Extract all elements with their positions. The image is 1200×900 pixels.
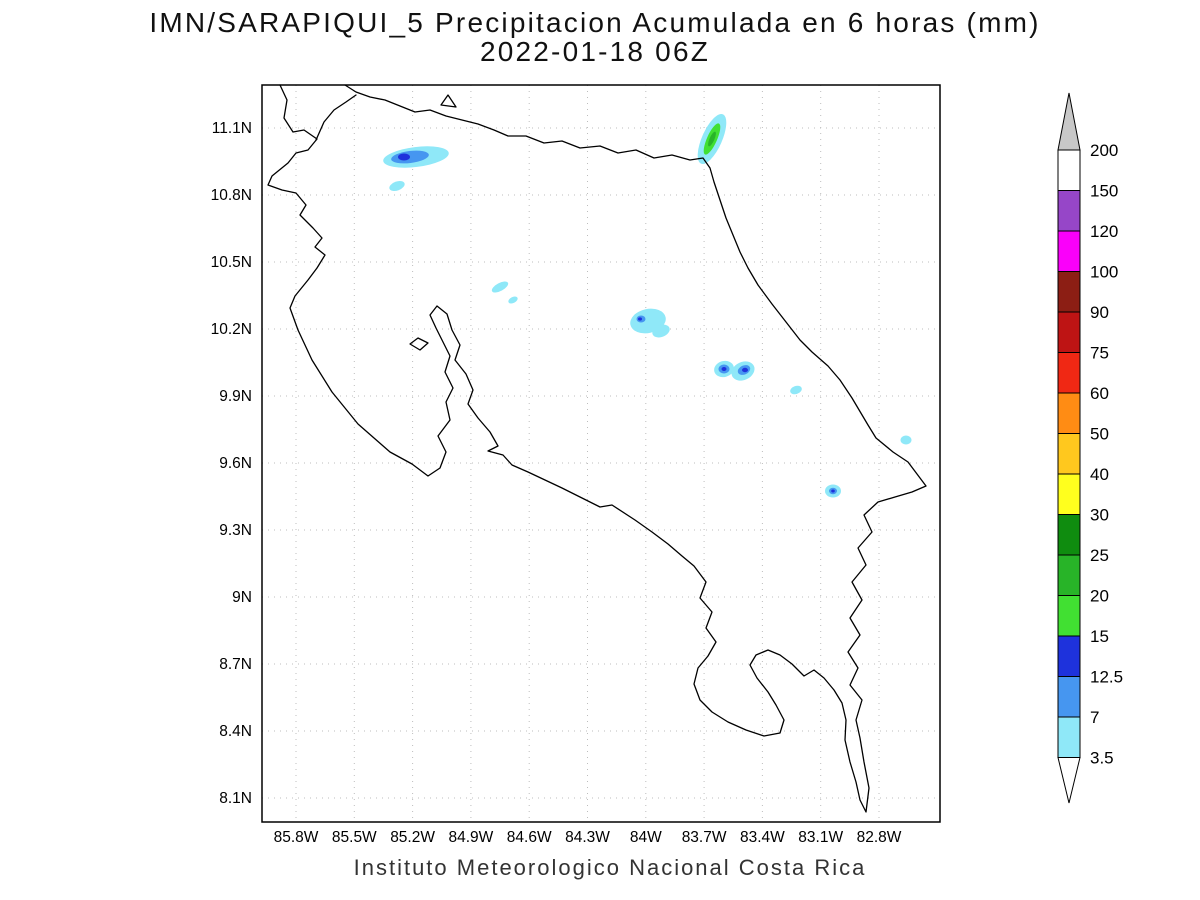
colorbar-label: 90 bbox=[1090, 303, 1109, 322]
nicaragua-border-line bbox=[316, 95, 356, 140]
colorbar-label: 30 bbox=[1090, 506, 1109, 525]
x-tick-label: 83.4W bbox=[740, 829, 785, 846]
coastline-layer bbox=[268, 85, 926, 812]
colorbar-label: 12.5 bbox=[1090, 668, 1123, 687]
precip-cell-coast-dot bbox=[901, 436, 912, 445]
colorbar-label: 60 bbox=[1090, 384, 1109, 403]
x-tick-label: 85.5W bbox=[332, 829, 377, 846]
x-tick-label: 84.3W bbox=[565, 829, 610, 846]
chart-subtitle: 2022-01-18 06Z bbox=[480, 36, 710, 67]
colorbar-segment bbox=[1058, 434, 1080, 475]
y-tick-label: 9.3N bbox=[219, 522, 252, 539]
precip-cell-central-core bbox=[638, 317, 642, 320]
colorbar-legend: 200 150 120 100 90 75 60 50 40 30 25 20 15 12.5 7 3.5 bbox=[1058, 93, 1123, 803]
x-tick-label: 85.2W bbox=[390, 829, 435, 846]
precip-cell-east-dot bbox=[789, 384, 803, 396]
colorbar-segment bbox=[1058, 312, 1080, 353]
precip-cells bbox=[382, 110, 911, 497]
colorbar-segment bbox=[1058, 474, 1080, 515]
figure: IMN/SARAPIQUI_5 Precipitacion Acumulada … bbox=[0, 0, 1200, 900]
y-axis-labels: 11.1N 10.8N 10.5N 10.2N 9.9N 9.6N 9.3N 9N 8.7N 8.… bbox=[211, 120, 252, 807]
x-tick-label: 83.1W bbox=[798, 829, 843, 846]
x-tick-label: 84W bbox=[630, 829, 662, 846]
colorbar-label: 25 bbox=[1090, 546, 1109, 565]
colorbar-label: 15 bbox=[1090, 627, 1109, 646]
precip-cell-se-core bbox=[831, 490, 835, 493]
colorbar-label: 7 bbox=[1090, 708, 1099, 727]
y-tick-label: 8.4N bbox=[219, 723, 252, 740]
precip-cell-central-dash-2 bbox=[507, 295, 519, 305]
colorbar-label: 120 bbox=[1090, 222, 1118, 241]
colorbar-label: 75 bbox=[1090, 344, 1109, 363]
colorbar-label: 200 bbox=[1090, 141, 1118, 160]
colorbar-segment bbox=[1058, 393, 1080, 434]
colorbar-arrow-top bbox=[1058, 93, 1080, 150]
lat-lon-gridlines bbox=[262, 85, 940, 822]
colorbar-segment bbox=[1058, 353, 1080, 394]
y-tick-label: 9N bbox=[232, 589, 252, 606]
x-tick-label: 84.6W bbox=[507, 829, 552, 846]
colorbar-arrow-bottom bbox=[1058, 758, 1080, 804]
colorbar-segment bbox=[1058, 555, 1080, 596]
x-tick-label: 84.9W bbox=[448, 829, 493, 846]
precip-cell-twin-right-core bbox=[742, 368, 748, 372]
colorbar-segment bbox=[1058, 272, 1080, 313]
colorbar-label: 3.5 bbox=[1090, 749, 1114, 768]
precip-cell-central-dash-1 bbox=[490, 279, 510, 295]
colorbar-segment bbox=[1058, 231, 1080, 272]
precip-cell-nw-dot bbox=[388, 179, 406, 193]
y-tick-label: 10.8N bbox=[211, 187, 252, 204]
colorbar-label: 150 bbox=[1090, 182, 1118, 201]
colorbar-label: 20 bbox=[1090, 587, 1109, 606]
chart-title: IMN/SARAPIQUI_5 Precipitacion Acumulada … bbox=[149, 7, 1040, 38]
y-tick-label: 8.1N bbox=[219, 790, 252, 807]
colorbar-segment bbox=[1058, 191, 1080, 232]
precipitation-map-canvas: IMN/SARAPIQUI_5 Precipitacion Acumulada … bbox=[0, 0, 1200, 900]
colorbar-label: 100 bbox=[1090, 263, 1118, 282]
y-tick-label: 10.2N bbox=[211, 321, 252, 338]
x-tick-label: 82.8W bbox=[857, 829, 902, 846]
colorbar-segment bbox=[1058, 150, 1080, 191]
colorbar-segment bbox=[1058, 596, 1080, 637]
y-tick-label: 10.5N bbox=[211, 254, 252, 271]
y-tick-label: 8.7N bbox=[219, 656, 252, 673]
lake-island bbox=[441, 95, 456, 107]
colorbar-segment bbox=[1058, 717, 1080, 758]
colorbar-segment bbox=[1058, 515, 1080, 556]
x-tick-label: 83.7W bbox=[682, 829, 727, 846]
y-tick-label: 9.6N bbox=[219, 455, 252, 472]
y-tick-label: 9.9N bbox=[219, 388, 252, 405]
precip-cell-nw-band-core bbox=[398, 154, 410, 161]
plot-frame bbox=[262, 85, 940, 822]
colorbar-label: 40 bbox=[1090, 465, 1109, 484]
y-tick-label: 11.1N bbox=[212, 120, 252, 137]
costa-rica-coastline bbox=[268, 85, 926, 812]
footer-caption: Instituto Meteorologico Nacional Costa R… bbox=[354, 855, 867, 880]
precip-cell-twin-left-core bbox=[722, 367, 727, 371]
colorbar-segment bbox=[1058, 677, 1080, 718]
x-tick-label: 85.8W bbox=[274, 829, 319, 846]
colorbar-segment bbox=[1058, 636, 1080, 677]
x-axis-labels: 85.8W 85.5W 85.2W 84.9W 84.6W 84.3W 84W 83.7W 83… bbox=[274, 829, 902, 846]
colorbar-label: 50 bbox=[1090, 425, 1109, 444]
